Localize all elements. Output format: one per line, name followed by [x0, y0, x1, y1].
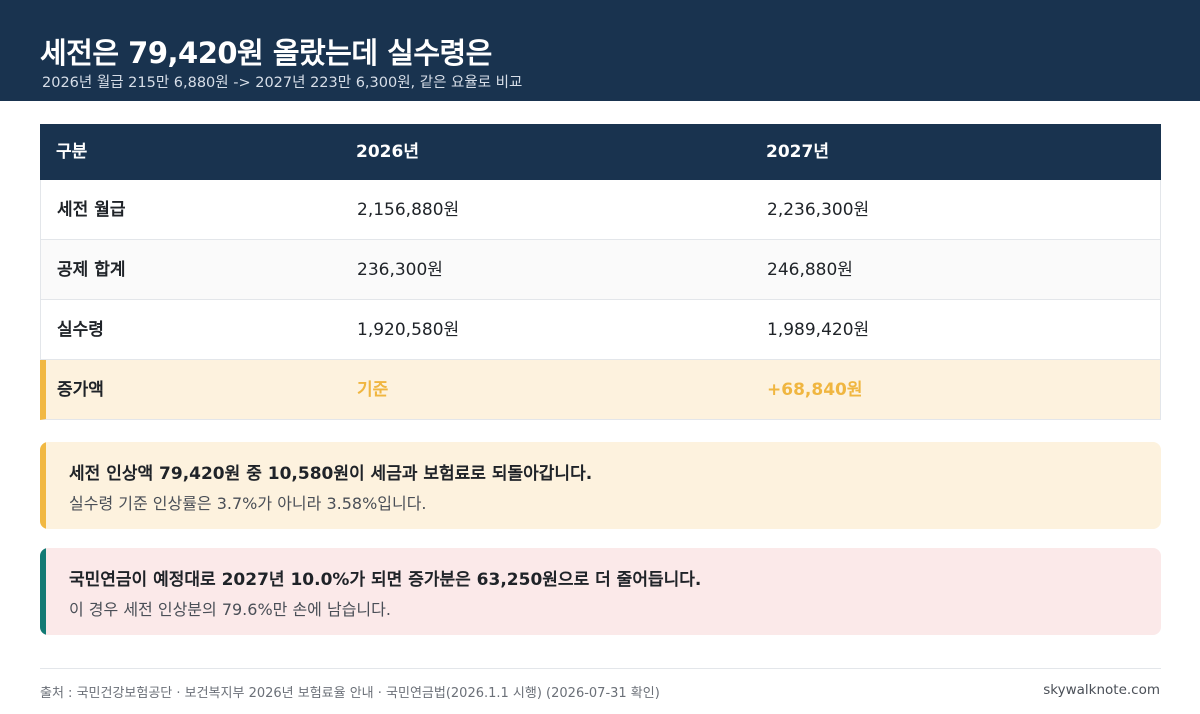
cell-2027: 246,880원 — [767, 260, 853, 280]
cell-2027: +68,840원 — [767, 380, 863, 400]
table-row-gross-salary: 세전 월급 2,156,880원 2,236,300원 — [40, 180, 1161, 240]
row-label: 세전 월급 — [57, 200, 126, 220]
note-detail: 실수령 기준 인상률은 3.7%가 아니라 3.58%입니다. — [69, 494, 427, 513]
cell-2027: 1,989,420원 — [767, 320, 870, 340]
cell-2026: 기준 — [357, 380, 389, 400]
table-row-deductions: 공제 합계 236,300원 246,880원 — [40, 240, 1161, 300]
note-pension: 국민연금이 예정대로 2027년 10.0%가 되면 증가분은 63,250원으… — [40, 548, 1161, 635]
footer-divider — [40, 668, 1161, 669]
table-header: 구분 2026년 2027년 — [40, 124, 1161, 180]
cell-2026: 236,300원 — [357, 260, 443, 280]
note-accent-bar — [40, 442, 46, 529]
table-row-net-pay: 실수령 1,920,580원 1,989,420원 — [40, 300, 1161, 360]
column-header-2026: 2026년 — [356, 142, 419, 162]
page-title: 세전은 79,420원 올랐는데 실수령은 — [40, 36, 492, 70]
comparison-table: 구분 2026년 2027년 세전 월급 2,156,880원 2,236,30… — [40, 124, 1161, 420]
page-header: 세전은 79,420원 올랐는데 실수령은 2026년 월급 215만 6,88… — [0, 0, 1200, 101]
cell-2026: 2,156,880원 — [357, 200, 460, 220]
footer-site-link[interactable]: skywalknote.com — [1043, 682, 1160, 698]
note-headline: 국민연금이 예정대로 2027년 10.0%가 되면 증가분은 63,250원으… — [69, 570, 702, 590]
note-accent-bar — [40, 548, 46, 635]
table-row-increase: 증가액 기준 +68,840원 — [40, 360, 1161, 420]
row-label: 실수령 — [57, 320, 104, 340]
note-tax-return: 세전 인상액 79,420원 중 10,580원이 세금과 보험료로 되돌아갑니… — [40, 442, 1161, 529]
row-label: 증가액 — [57, 380, 104, 400]
column-header-category: 구분 — [56, 142, 88, 162]
page-subtitle: 2026년 월급 215만 6,880원 -> 2027년 223만 6,300… — [42, 75, 523, 91]
cell-2026: 1,920,580원 — [357, 320, 460, 340]
note-detail: 이 경우 세전 인상분의 79.6%만 손에 남습니다. — [69, 600, 391, 619]
cell-2027: 2,236,300원 — [767, 200, 870, 220]
row-label: 공제 합계 — [57, 260, 126, 280]
column-header-2027: 2027년 — [766, 142, 829, 162]
note-headline: 세전 인상액 79,420원 중 10,580원이 세금과 보험료로 되돌아갑니… — [69, 464, 593, 484]
footer-source: 출처 : 국민건강보험공단 · 보건복지부 2026년 보험료율 안내 · 국민… — [40, 686, 660, 701]
